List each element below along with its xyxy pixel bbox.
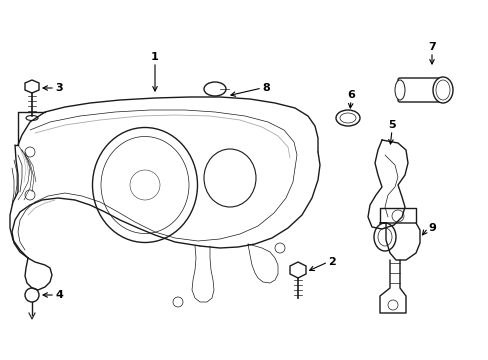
Text: 5: 5 <box>387 120 395 130</box>
Ellipse shape <box>394 80 404 100</box>
Ellipse shape <box>335 110 359 126</box>
Text: 8: 8 <box>262 83 269 93</box>
FancyBboxPatch shape <box>397 78 441 102</box>
Ellipse shape <box>432 77 452 103</box>
Text: 9: 9 <box>427 223 435 233</box>
Text: 1: 1 <box>151 52 159 62</box>
Text: 6: 6 <box>346 90 354 100</box>
Ellipse shape <box>203 82 225 96</box>
Text: 4: 4 <box>55 290 63 300</box>
Ellipse shape <box>373 223 395 251</box>
Text: 3: 3 <box>55 83 62 93</box>
Text: 2: 2 <box>327 257 335 267</box>
Text: 7: 7 <box>427 42 435 52</box>
